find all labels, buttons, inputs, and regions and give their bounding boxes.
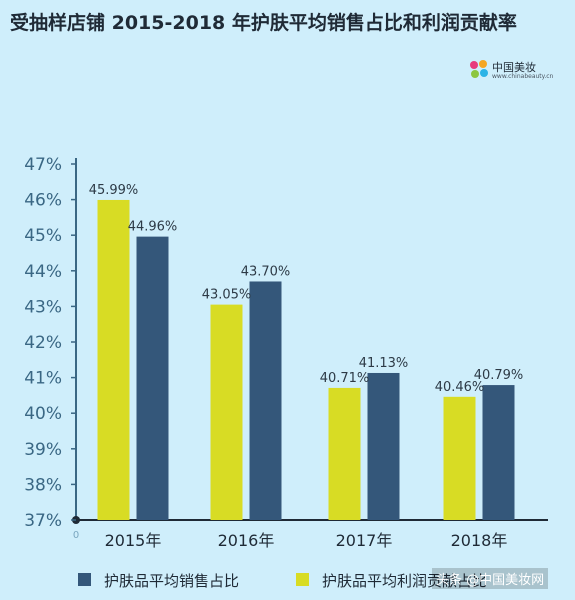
data-label-profit: 45.99% <box>89 183 139 198</box>
data-label-sales: 44.96% <box>128 220 178 235</box>
y-tick-label: 45% <box>24 226 62 246</box>
x-tick-label: 2016年 <box>218 531 275 550</box>
bar-sales <box>249 281 282 520</box>
brand-logo: 中国美妆 www.chinabeauty.cn <box>468 58 568 86</box>
brand-logo-text: 中国美妆 <box>492 61 536 74</box>
bar-profit <box>328 387 361 520</box>
y-tick-label: 39% <box>24 440 62 460</box>
x-tick-label: 2015年 <box>105 531 162 550</box>
data-label-sales: 41.13% <box>359 356 409 371</box>
bar-sales <box>482 385 515 520</box>
x-tick-label: 2017年 <box>336 531 393 550</box>
y-tick-label: 43% <box>24 297 62 317</box>
bar-sales <box>136 236 169 520</box>
bar-profit <box>443 396 476 520</box>
bar-sales <box>367 372 400 520</box>
brand-logo-icon <box>470 60 488 78</box>
chart-title: 受抽样店铺 2015-2018 年护肤平均销售占比和利润贡献率 <box>10 12 517 34</box>
data-label-profit: 40.71% <box>320 371 370 386</box>
x-tick-label: 2018年 <box>451 531 508 550</box>
legend-label-sales: 护肤品平均销售占比 <box>104 572 240 590</box>
source-watermark: 头条 @中国美妆网 <box>432 568 549 589</box>
y-tick-label: 40% <box>24 404 62 424</box>
bar-profit <box>210 304 243 520</box>
data-label-sales: 43.70% <box>241 264 291 279</box>
data-label-sales: 40.79% <box>474 368 524 383</box>
legend-label-profit: 护肤品平均利润贡献占比 <box>322 572 488 590</box>
x-origin-label: 0 <box>73 530 79 541</box>
y-tick-label: 42% <box>24 333 62 353</box>
bar-profit <box>97 199 130 520</box>
brand-logo-url: www.chinabeauty.cn <box>492 73 554 80</box>
y-tick-label: 38% <box>24 475 62 495</box>
legend-swatch-profit <box>296 573 309 586</box>
chart-legend: 护肤品平均销售占比 护肤品平均利润贡献占比 <box>0 565 575 595</box>
y-tick-label: 41% <box>24 369 62 389</box>
y-tick-label: 44% <box>24 262 62 282</box>
legend-swatch-sales <box>78 573 91 586</box>
data-label-profit: 43.05% <box>202 288 252 303</box>
y-tick-label: 47% <box>24 155 62 175</box>
y-tick-label: 37% <box>24 511 62 531</box>
data-label-profit: 40.46% <box>435 380 485 395</box>
y-tick-label: 46% <box>24 191 62 211</box>
